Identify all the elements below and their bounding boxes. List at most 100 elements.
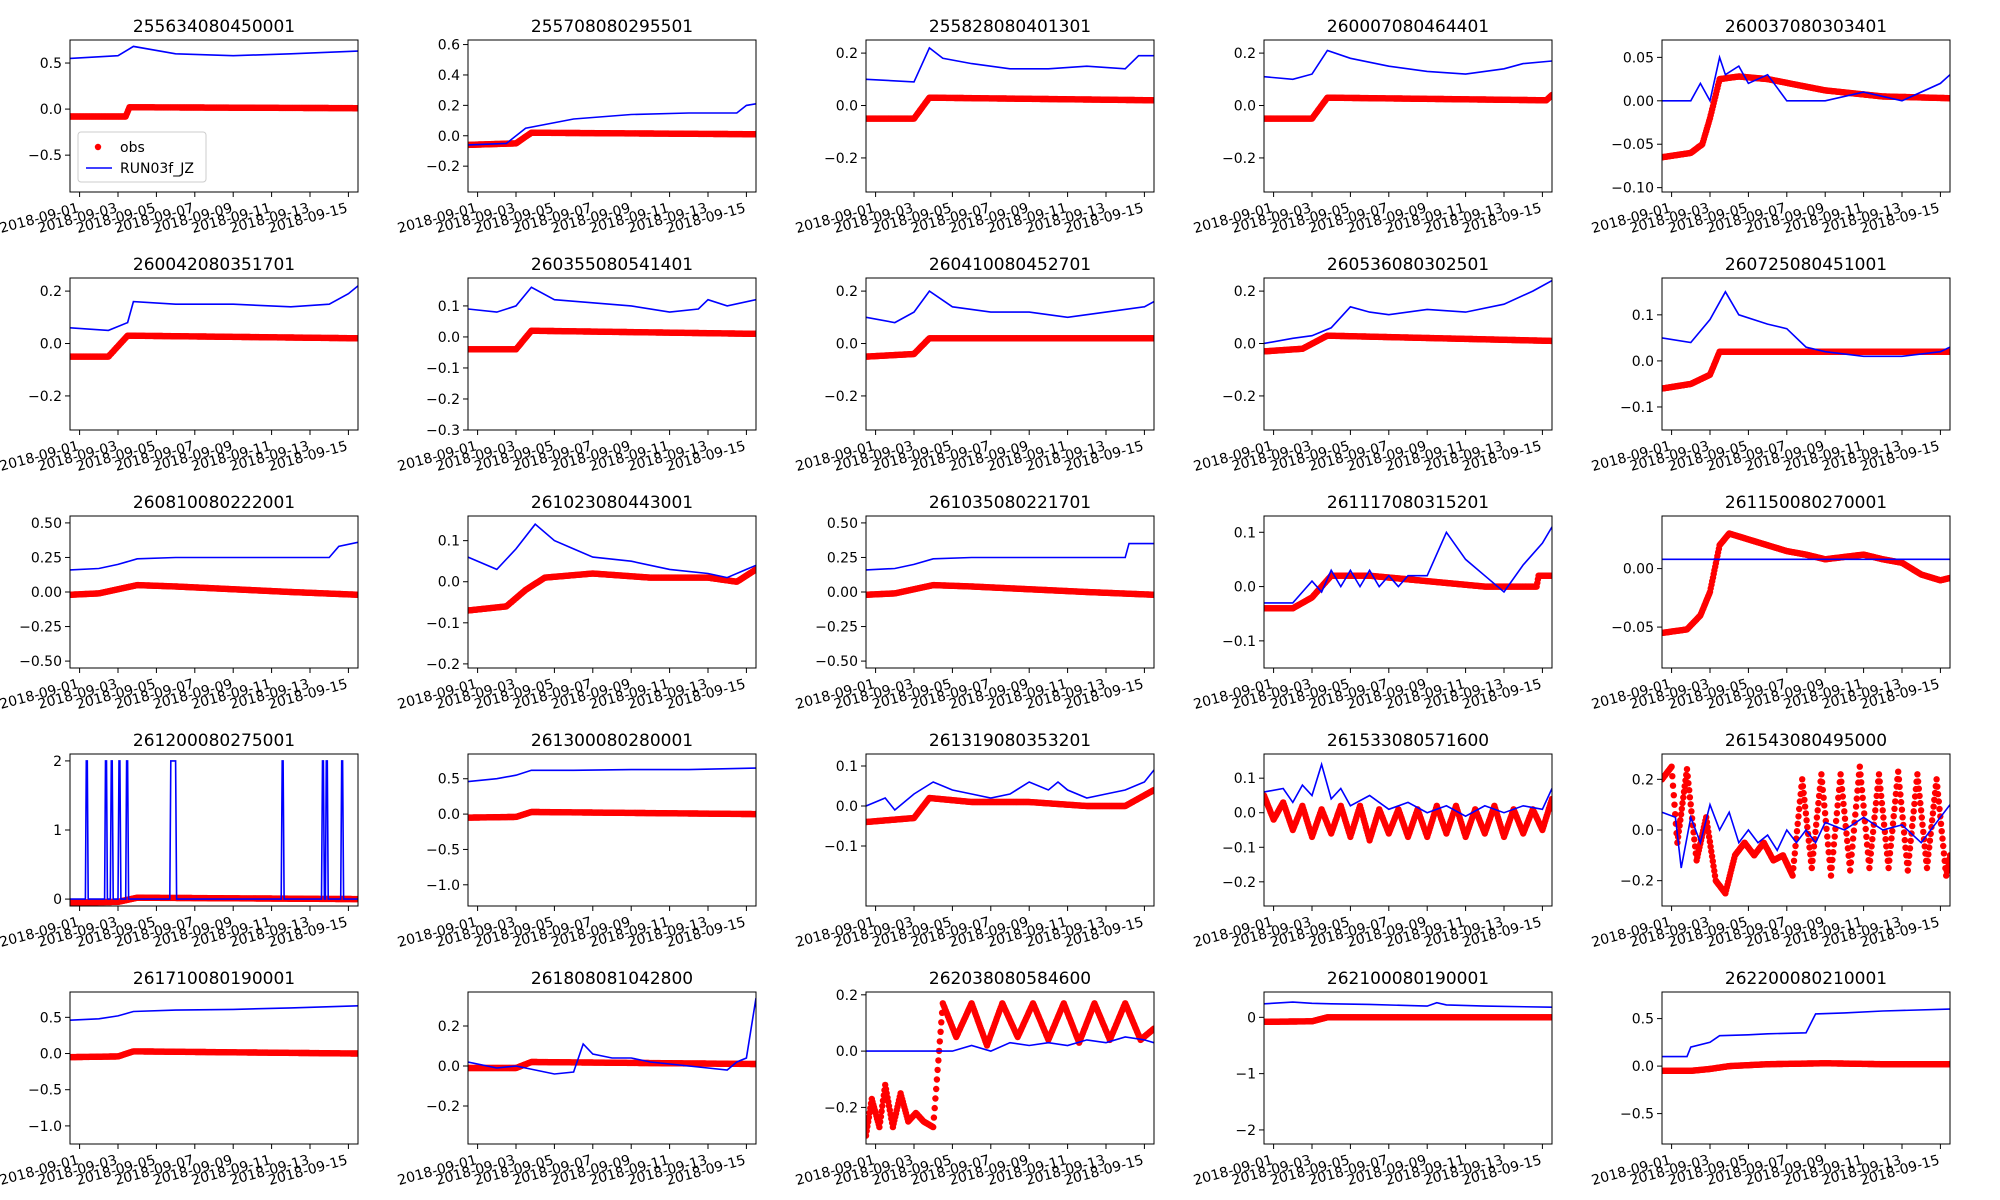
y-tick-label: 0.2 — [1234, 46, 1256, 62]
obs-point — [354, 335, 358, 342]
model-line — [866, 290, 1154, 324]
subplot-title: 260007080464401 — [1327, 17, 1489, 37]
axes-frame — [865, 39, 1155, 193]
model-line — [468, 286, 756, 313]
obs-point — [752, 131, 756, 138]
plot-area — [866, 46, 1154, 122]
obs-series — [866, 94, 1154, 122]
plot-area — [866, 290, 1154, 360]
subplot-title: 260355080541401 — [531, 255, 693, 275]
obs-series — [1264, 332, 1552, 355]
plot-area — [1264, 49, 1552, 122]
plot-area — [70, 541, 358, 598]
subplot-255828080401301: 2558280804013010.20.0−0.22018-09-012018-… — [794, 17, 1155, 237]
y-tick-label: 0.2 — [1234, 284, 1256, 300]
axes-frame — [69, 277, 359, 431]
y-tick-label: 0.2 — [438, 98, 460, 114]
legend-box — [77, 131, 207, 183]
obs-point — [1548, 91, 1552, 99]
obs-series — [468, 566, 756, 614]
subplot-261035080221701: 2610350802217010.500.250.00−0.25−0.50201… — [794, 493, 1155, 713]
plot-area — [1662, 290, 1950, 392]
obs-series — [1662, 73, 1950, 161]
obs-series — [468, 327, 756, 353]
subplot-title: 260725080451001 — [1725, 255, 1887, 275]
model-line — [1264, 49, 1552, 81]
y-tick-label: −0.50 — [19, 654, 62, 670]
subplot-title: 255634080450001 — [133, 17, 295, 37]
subplot-260355080541401: 2603550805414010.10.0−0.1−0.2−0.32018-09… — [396, 255, 757, 475]
obs-series — [866, 581, 1154, 598]
subplot-255634080450001: 2556340804500010.50.0−0.52018-09-012018-… — [0, 17, 359, 237]
y-tick-label: −0.2 — [1222, 389, 1256, 405]
model-line — [70, 45, 358, 60]
axes-frame — [1661, 277, 1951, 431]
y-tick-label: 0.25 — [31, 550, 62, 566]
obs-point — [752, 330, 756, 337]
obs-point — [1548, 337, 1552, 345]
y-tick-label: 0.50 — [31, 516, 62, 532]
plot-area — [468, 523, 756, 614]
obs-point — [1946, 348, 1950, 355]
y-tick-label: 0.00 — [31, 585, 62, 601]
subplot-title: 261035080221701 — [929, 493, 1091, 513]
y-tick-label: −0.3 — [426, 423, 460, 439]
model-line — [70, 285, 358, 332]
y-tick-label: 0.0 — [40, 337, 62, 353]
axes-frame — [467, 39, 757, 193]
model-line — [1662, 54, 1950, 104]
plot-area — [866, 542, 1154, 598]
legend-model-label: RUN03f_JZ — [120, 161, 194, 177]
y-tick-label: −0.2 — [824, 389, 858, 405]
legend-obs-label: obs — [120, 140, 145, 156]
obs-series — [468, 129, 756, 149]
y-tick-label: 0.1 — [1632, 308, 1654, 324]
y-tick-label: 0.0 — [1632, 354, 1654, 370]
model-line — [468, 103, 756, 146]
subplot-260725080451001: 2607250804510010.10.0−0.12018-09-012018-… — [1590, 255, 1951, 475]
plot-area — [70, 45, 358, 120]
y-tick-label: 0.6 — [438, 38, 460, 54]
y-tick-label: −0.2 — [426, 392, 460, 408]
obs-point — [1150, 97, 1154, 104]
y-tick-label: 0.1 — [438, 534, 460, 550]
y-tick-label: −0.2 — [824, 151, 858, 167]
subplot-title: 260042080351701 — [133, 255, 295, 275]
axes-frame — [1263, 277, 1553, 431]
subplot-title: 255828080401301 — [929, 17, 1091, 37]
axes-frame — [69, 39, 359, 193]
y-tick-label: 0.4 — [438, 68, 460, 84]
y-tick-label: 0.00 — [1623, 94, 1654, 110]
obs-point — [752, 566, 756, 573]
axes-frame — [467, 515, 757, 669]
subplot-261023080443001: 2610230804430010.10.0−0.1−0.22018-09-012… — [396, 493, 757, 713]
y-tick-label: −0.2 — [28, 389, 62, 405]
y-tick-label: 0.0 — [836, 99, 858, 115]
y-tick-label: 0.0 — [40, 102, 62, 118]
model-line — [70, 541, 358, 571]
subplot-260810080222001: 2608100802220010.500.250.00−0.25−0.50201… — [0, 493, 359, 713]
y-tick-label: 0.0 — [836, 337, 858, 353]
plot-area — [468, 103, 756, 149]
axes-frame — [1661, 39, 1951, 193]
model-line — [866, 46, 1154, 83]
subplot-260410080452701: 2604100804527010.20.0−0.22018-09-012018-… — [794, 255, 1155, 475]
axes-frame — [865, 277, 1155, 431]
y-tick-label: 0.0 — [438, 575, 460, 591]
y-tick-label: −0.05 — [1611, 137, 1654, 153]
axes-frame — [1263, 39, 1553, 193]
obs-point — [354, 105, 358, 112]
subplot-260037080303401: 2600370803034010.050.00−0.05−0.102018-09… — [1590, 17, 1951, 237]
y-tick-label: −0.1 — [426, 616, 460, 632]
subplot-title: 261023080443001 — [531, 493, 693, 513]
y-tick-label: 0.2 — [836, 46, 858, 62]
obs-series — [1264, 91, 1552, 122]
model-line — [468, 523, 756, 579]
y-tick-label: −0.1 — [426, 361, 460, 377]
y-tick-label: 0.1 — [438, 299, 460, 315]
y-tick-label: 0.2 — [836, 284, 858, 300]
plot-area — [70, 285, 358, 360]
plot-area — [1264, 279, 1552, 355]
legend-obs-marker — [94, 143, 102, 151]
obs-series — [70, 581, 358, 598]
